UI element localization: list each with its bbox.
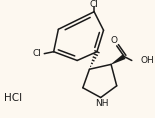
Text: HCl: HCl	[4, 93, 22, 103]
Text: O: O	[110, 36, 117, 45]
Polygon shape	[111, 54, 126, 65]
Text: Cl: Cl	[32, 49, 41, 58]
Text: NH: NH	[95, 99, 108, 108]
Text: Cl: Cl	[90, 0, 99, 9]
Text: OH: OH	[140, 56, 154, 65]
